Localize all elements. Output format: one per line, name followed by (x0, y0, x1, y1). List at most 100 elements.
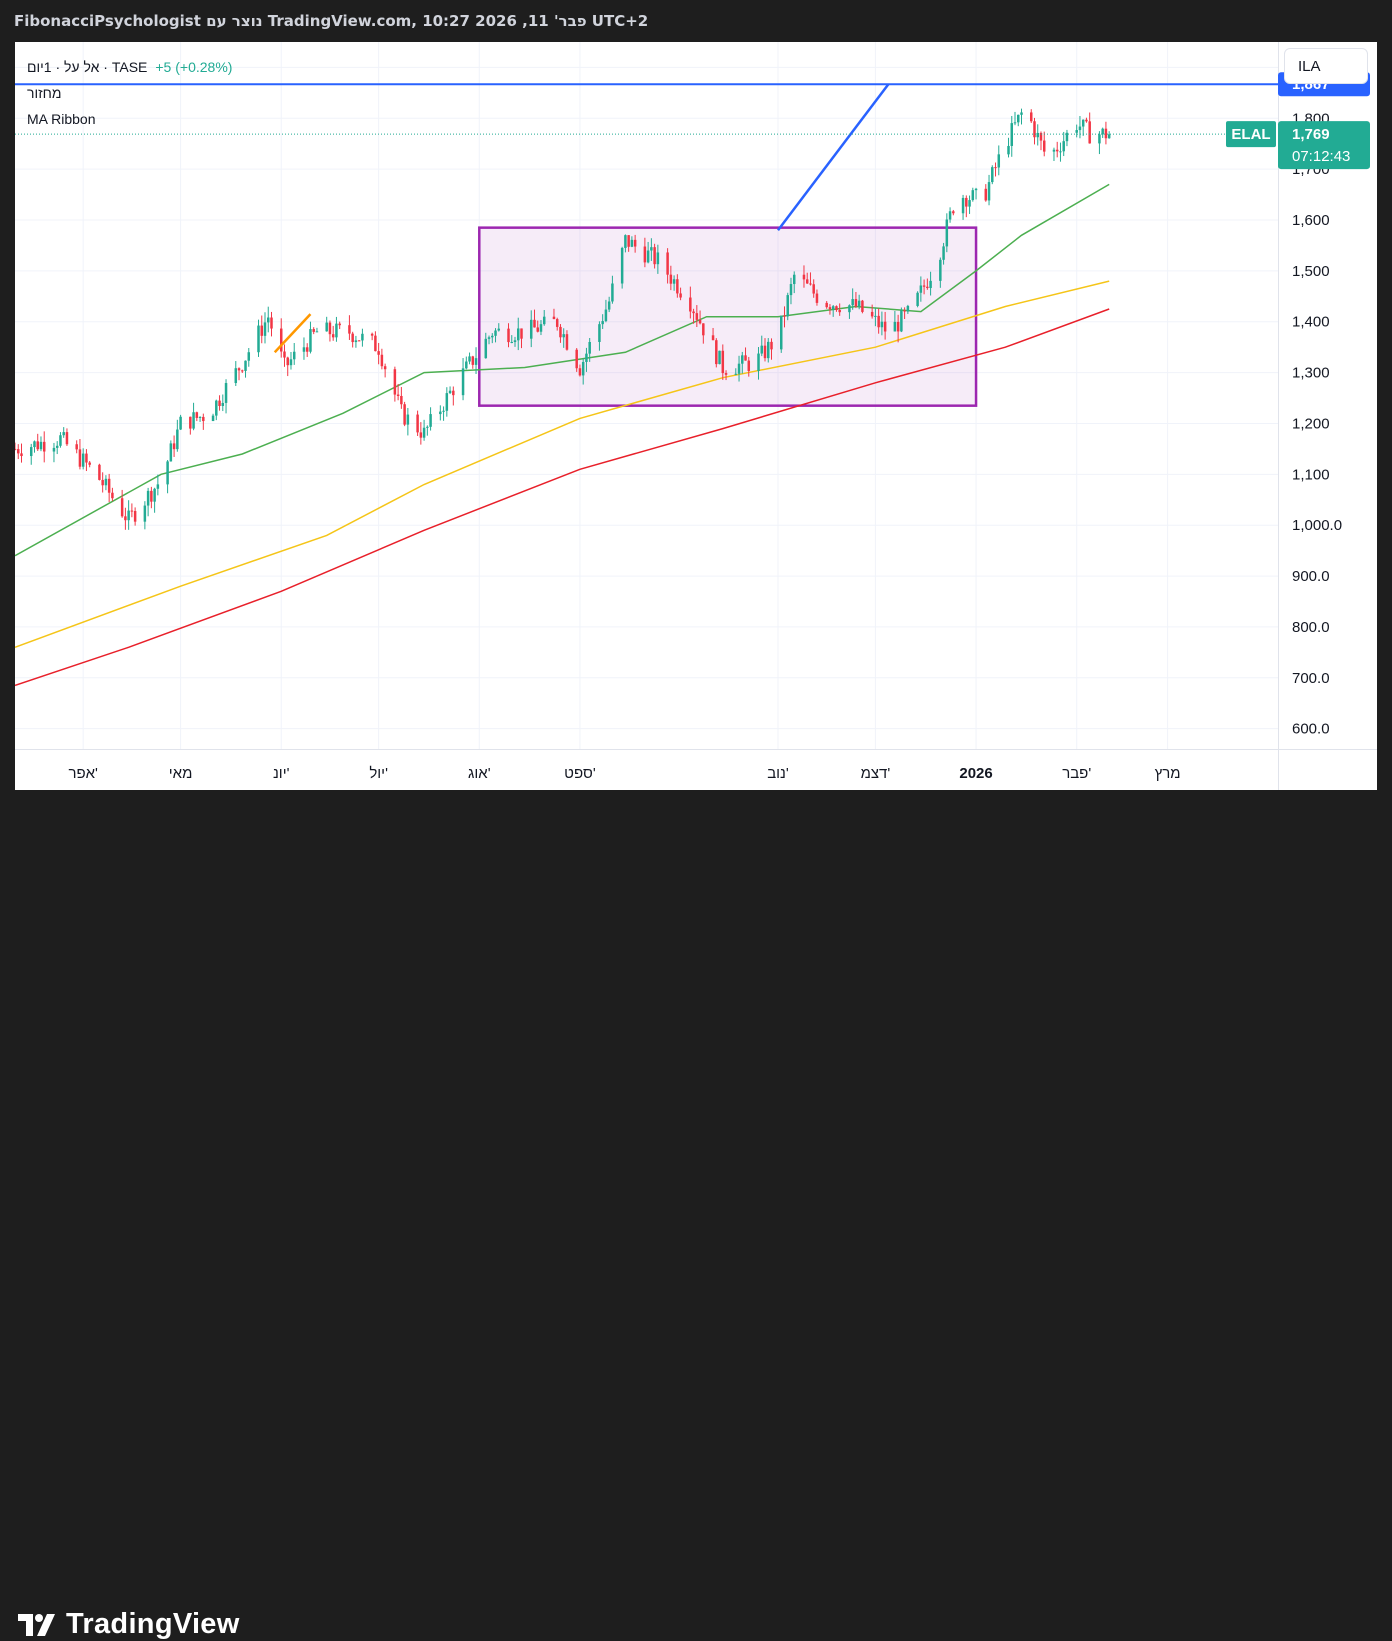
candle-up (598, 324, 601, 342)
price-change: +5 (+0.28%) (155, 59, 233, 75)
candle-down (669, 274, 673, 284)
candle-down (218, 400, 221, 406)
candle-up (620, 247, 624, 284)
candle-up (961, 197, 965, 214)
candle-down (877, 315, 880, 328)
candle-up (52, 447, 56, 452)
candle-down (1055, 149, 1059, 152)
symbol-line[interactable]: אל על · 1יום · TASE (27, 59, 148, 75)
price-chart[interactable]: 600.0 700.0 800.0 900.0 1,000.0 1,100 1,200 1,3… (15, 42, 1377, 790)
candle-up (919, 285, 923, 293)
candle-up (263, 322, 267, 336)
candle-up (734, 373, 738, 375)
candle-up (247, 352, 251, 361)
candle-up (234, 368, 238, 384)
candle-down (689, 297, 692, 312)
candle-up (244, 360, 247, 371)
candle-up (156, 484, 160, 489)
candle-up (198, 416, 202, 418)
candle-down (828, 307, 832, 310)
candle-up (517, 328, 520, 341)
tradingview-logo-icon (18, 1613, 55, 1636)
candle-up (325, 322, 328, 332)
candle-up (29, 447, 33, 457)
candle-down (377, 351, 380, 355)
candle-up (192, 412, 195, 429)
tradingview-logo[interactable]: TradingView (18, 1608, 240, 1641)
candle-up (1101, 128, 1104, 135)
candle-up (224, 383, 228, 403)
candle-down (237, 368, 241, 371)
candle-up (445, 393, 449, 411)
candle-down (965, 197, 968, 207)
candle-down (520, 328, 523, 339)
candle-down (559, 326, 562, 338)
currency-button[interactable]: ILA (1284, 48, 1368, 84)
candle-down (552, 316, 556, 320)
candle-down (15, 448, 17, 450)
candles (15, 108, 1111, 530)
candle-up (1078, 126, 1082, 131)
candle-down (721, 350, 725, 374)
candle-up (510, 342, 514, 344)
candle-down (328, 322, 332, 335)
candle-down (286, 357, 289, 366)
price-tick-label: 900.0 (1292, 568, 1330, 585)
caption-bar: FibonacciPsychologist נוצר עם TradingVie… (0, 0, 1392, 42)
last-price-tag (1278, 121, 1370, 170)
candle-up (588, 341, 591, 354)
logo-wordmark: TradingView (66, 1608, 240, 1640)
chart-panel[interactable]: 600.0 700.0 800.0 900.0 1,000.0 1,100 1,200 1,3… (15, 42, 1377, 790)
candle-down (922, 285, 926, 287)
candle-down (283, 351, 286, 358)
candle-down (36, 441, 39, 450)
candle-up (906, 305, 910, 312)
candle-up (971, 190, 975, 201)
candle-up (484, 338, 488, 359)
candle-down (111, 492, 114, 499)
candle-down (150, 490, 153, 502)
candle-down (348, 325, 351, 334)
candle-down (575, 349, 578, 369)
candle-down (715, 340, 718, 365)
candle-up (354, 340, 358, 343)
volume-label[interactable]: מחזור (27, 85, 62, 101)
candle-down (393, 369, 397, 395)
candle-up (1065, 132, 1069, 142)
candle-up (1062, 141, 1065, 152)
candle-down (802, 274, 806, 280)
candle-up (893, 321, 897, 332)
candle-up (59, 435, 62, 446)
candle-down (124, 516, 127, 521)
candle-down (809, 283, 812, 285)
ticker-tag (1226, 121, 1276, 148)
candle-down (331, 334, 335, 338)
candle-down (854, 299, 858, 307)
candle-up (302, 347, 306, 352)
candle-up (831, 306, 835, 310)
candle-up (429, 414, 432, 427)
candle-down (533, 319, 536, 328)
candle-down (133, 511, 137, 522)
indicator-label[interactable]: MA Ribbon (27, 111, 96, 127)
chart-caption: FibonacciPsychologist נוצר עם TradingVie… (14, 12, 649, 30)
candle-down (883, 321, 887, 332)
time-tick-label: 2026 (959, 765, 992, 782)
candle-down (861, 300, 864, 312)
candle-up (104, 478, 108, 486)
candle-up (857, 300, 861, 307)
candle-up (176, 429, 179, 450)
candle-down (666, 252, 669, 275)
candle-down (763, 345, 767, 359)
candle-down (812, 284, 815, 294)
time-tick-label: פבר' (1062, 765, 1091, 782)
candle-down (747, 360, 751, 371)
ma_short-line (15, 183, 1110, 557)
trend-line (776, 83, 890, 231)
candle-down (783, 315, 786, 317)
candle-up (874, 315, 877, 317)
candle-up (945, 219, 949, 247)
candle-up (257, 325, 260, 353)
candle-up (786, 295, 789, 317)
candle-up (987, 182, 991, 201)
